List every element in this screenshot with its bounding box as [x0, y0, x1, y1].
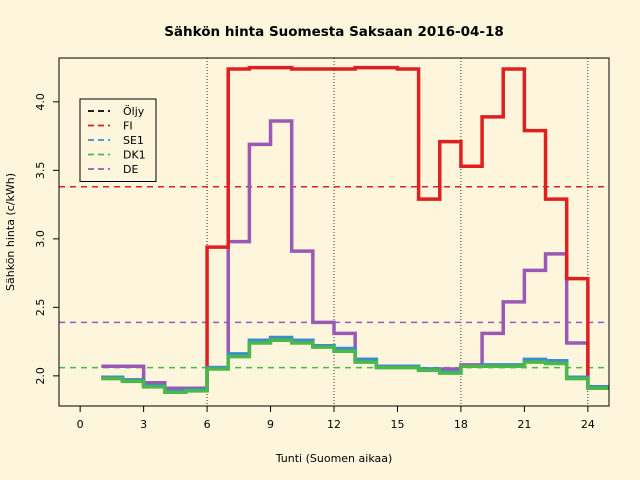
x-tick-label: 0 [77, 418, 84, 431]
y-tick-label: 3.5 [34, 162, 47, 180]
y-tick-label: 3.0 [34, 230, 47, 248]
legend-label: DK1 [123, 149, 146, 162]
x-tick-label: 15 [390, 418, 404, 431]
x-tick-label: 12 [327, 418, 341, 431]
y-tick-label: 2.5 [34, 299, 47, 317]
legend-label: DE [123, 163, 138, 176]
x-tick-label: 24 [581, 418, 595, 431]
x-tick-label: 18 [454, 418, 468, 431]
chart-title: Sähkön hinta Suomesta Saksaan 2016-04-18 [164, 24, 504, 40]
x-axis-label: Tunti (Suomen aikaa) [275, 452, 393, 465]
legend-label: Öljy [123, 105, 145, 118]
legend-label: SE1 [123, 134, 144, 147]
x-tick-label: 6 [204, 418, 211, 431]
x-tick-label: 3 [140, 418, 147, 431]
series-line-dk1 [101, 338, 609, 395]
x-tick-label: 9 [267, 418, 274, 431]
legend-label: FI [123, 120, 133, 133]
y-axis-label: Sähkön hinta (c/kWh) [4, 173, 17, 291]
y-tick-label: 4.0 [34, 93, 47, 111]
x-tick-label: 21 [517, 418, 531, 431]
y-tick-label: 2.0 [34, 367, 47, 385]
